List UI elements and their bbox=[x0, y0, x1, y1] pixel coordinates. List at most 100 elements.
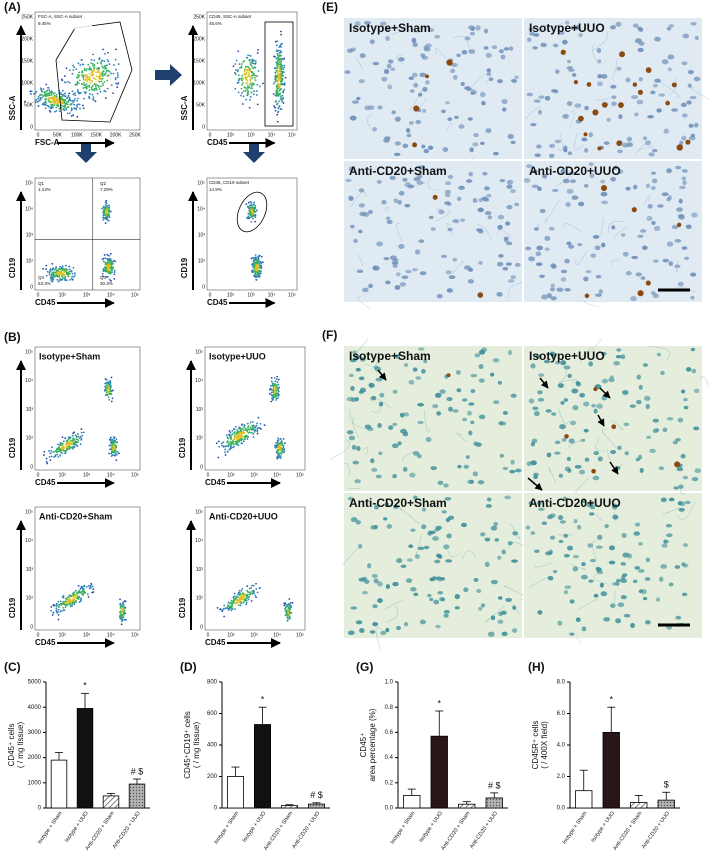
event-dot bbox=[252, 433, 255, 435]
event-dot bbox=[283, 83, 286, 86]
event-dot bbox=[102, 205, 105, 208]
event-dot bbox=[60, 266, 63, 269]
nucleus bbox=[626, 136, 632, 142]
nucleus bbox=[414, 249, 421, 255]
nucleus bbox=[648, 152, 655, 157]
event-dot bbox=[103, 60, 106, 63]
event-dot bbox=[275, 399, 278, 401]
event-dot bbox=[43, 90, 46, 93]
nucleus bbox=[601, 395, 608, 401]
y-tick-label: 10⁴ bbox=[25, 206, 33, 212]
event-dot bbox=[55, 110, 58, 112]
nucleus bbox=[685, 224, 692, 229]
event-dot bbox=[104, 72, 107, 75]
nucleus bbox=[537, 390, 543, 395]
event-dot bbox=[251, 65, 253, 68]
event-dot bbox=[258, 255, 260, 258]
event-dot bbox=[237, 74, 240, 77]
stained-cell bbox=[584, 293, 590, 299]
event-dot bbox=[254, 66, 257, 69]
nucleus bbox=[596, 570, 604, 575]
nucleus bbox=[660, 564, 668, 569]
event-dot bbox=[109, 252, 112, 255]
nucleus bbox=[456, 53, 461, 58]
event-dot bbox=[49, 452, 52, 455]
event-dot bbox=[113, 64, 115, 66]
nucleus bbox=[610, 450, 617, 455]
event-dot bbox=[276, 67, 279, 70]
nucleus bbox=[349, 115, 357, 121]
nucleus bbox=[574, 25, 580, 30]
event-dot bbox=[111, 262, 113, 265]
bar bbox=[253, 724, 271, 809]
event-dot bbox=[50, 446, 53, 449]
nucleus bbox=[611, 225, 616, 230]
event-dot bbox=[279, 43, 282, 46]
event-dot bbox=[104, 382, 107, 385]
event-dot bbox=[259, 586, 261, 589]
nucleus bbox=[656, 352, 661, 357]
event-dot bbox=[251, 269, 254, 271]
event-dot bbox=[277, 392, 279, 395]
event-dot bbox=[249, 98, 251, 101]
nucleus bbox=[423, 148, 429, 154]
nucleus bbox=[349, 359, 357, 363]
nucleus bbox=[503, 238, 509, 243]
x-tick-label: 10² bbox=[227, 292, 235, 298]
event-dot bbox=[280, 75, 283, 78]
nucleus bbox=[443, 483, 449, 488]
event-dot bbox=[276, 441, 279, 443]
event-dot bbox=[79, 64, 82, 66]
event-dot bbox=[235, 425, 237, 428]
nucleus bbox=[603, 617, 611, 622]
event-dot bbox=[247, 436, 250, 438]
nucleus bbox=[512, 628, 518, 633]
event-dot bbox=[90, 71, 93, 73]
event-dot bbox=[68, 81, 71, 84]
event-dot bbox=[283, 66, 285, 69]
event-dot bbox=[75, 108, 78, 111]
nucleus bbox=[412, 367, 418, 372]
event-dot bbox=[230, 436, 233, 438]
tubule bbox=[396, 54, 404, 65]
event-dot bbox=[106, 212, 109, 215]
event-dot bbox=[245, 56, 248, 59]
event-dot bbox=[71, 278, 74, 281]
event-dot bbox=[280, 80, 282, 83]
nucleus bbox=[399, 412, 405, 418]
event-dot bbox=[113, 269, 116, 272]
nucleus bbox=[530, 441, 536, 447]
gate-title: CD45, SSC-A subset bbox=[209, 14, 252, 19]
nucleus bbox=[348, 195, 354, 201]
event-dot bbox=[50, 279, 52, 281]
nucleus bbox=[387, 59, 394, 64]
event-dot bbox=[66, 103, 68, 106]
event-dot bbox=[91, 93, 94, 96]
event-dot bbox=[278, 57, 281, 60]
nucleus bbox=[391, 261, 399, 265]
nucleus bbox=[445, 270, 452, 275]
nucleus bbox=[685, 367, 692, 372]
event-dot bbox=[278, 46, 281, 48]
y-tick-label: 0.2 bbox=[385, 780, 394, 786]
event-dot bbox=[249, 80, 252, 83]
x-tick-label: 0 bbox=[37, 132, 40, 138]
event-dot bbox=[278, 453, 281, 456]
nucleus bbox=[468, 49, 476, 54]
quadrant-label: 7.29% bbox=[100, 187, 113, 192]
nucleus bbox=[465, 179, 473, 183]
event-dot bbox=[278, 106, 281, 108]
event-dot bbox=[255, 90, 258, 93]
event-dot bbox=[229, 442, 231, 445]
event-dot bbox=[45, 90, 48, 93]
event-dot bbox=[61, 436, 64, 439]
event-dot bbox=[49, 459, 52, 462]
event-dot bbox=[77, 82, 80, 85]
nucleus bbox=[359, 627, 365, 633]
event-dot bbox=[117, 63, 120, 65]
nucleus bbox=[683, 397, 688, 402]
nucleus bbox=[563, 554, 570, 558]
nucleus bbox=[481, 100, 486, 106]
y-tick-label: 10⁵ bbox=[25, 509, 33, 515]
event-dot bbox=[256, 422, 258, 425]
